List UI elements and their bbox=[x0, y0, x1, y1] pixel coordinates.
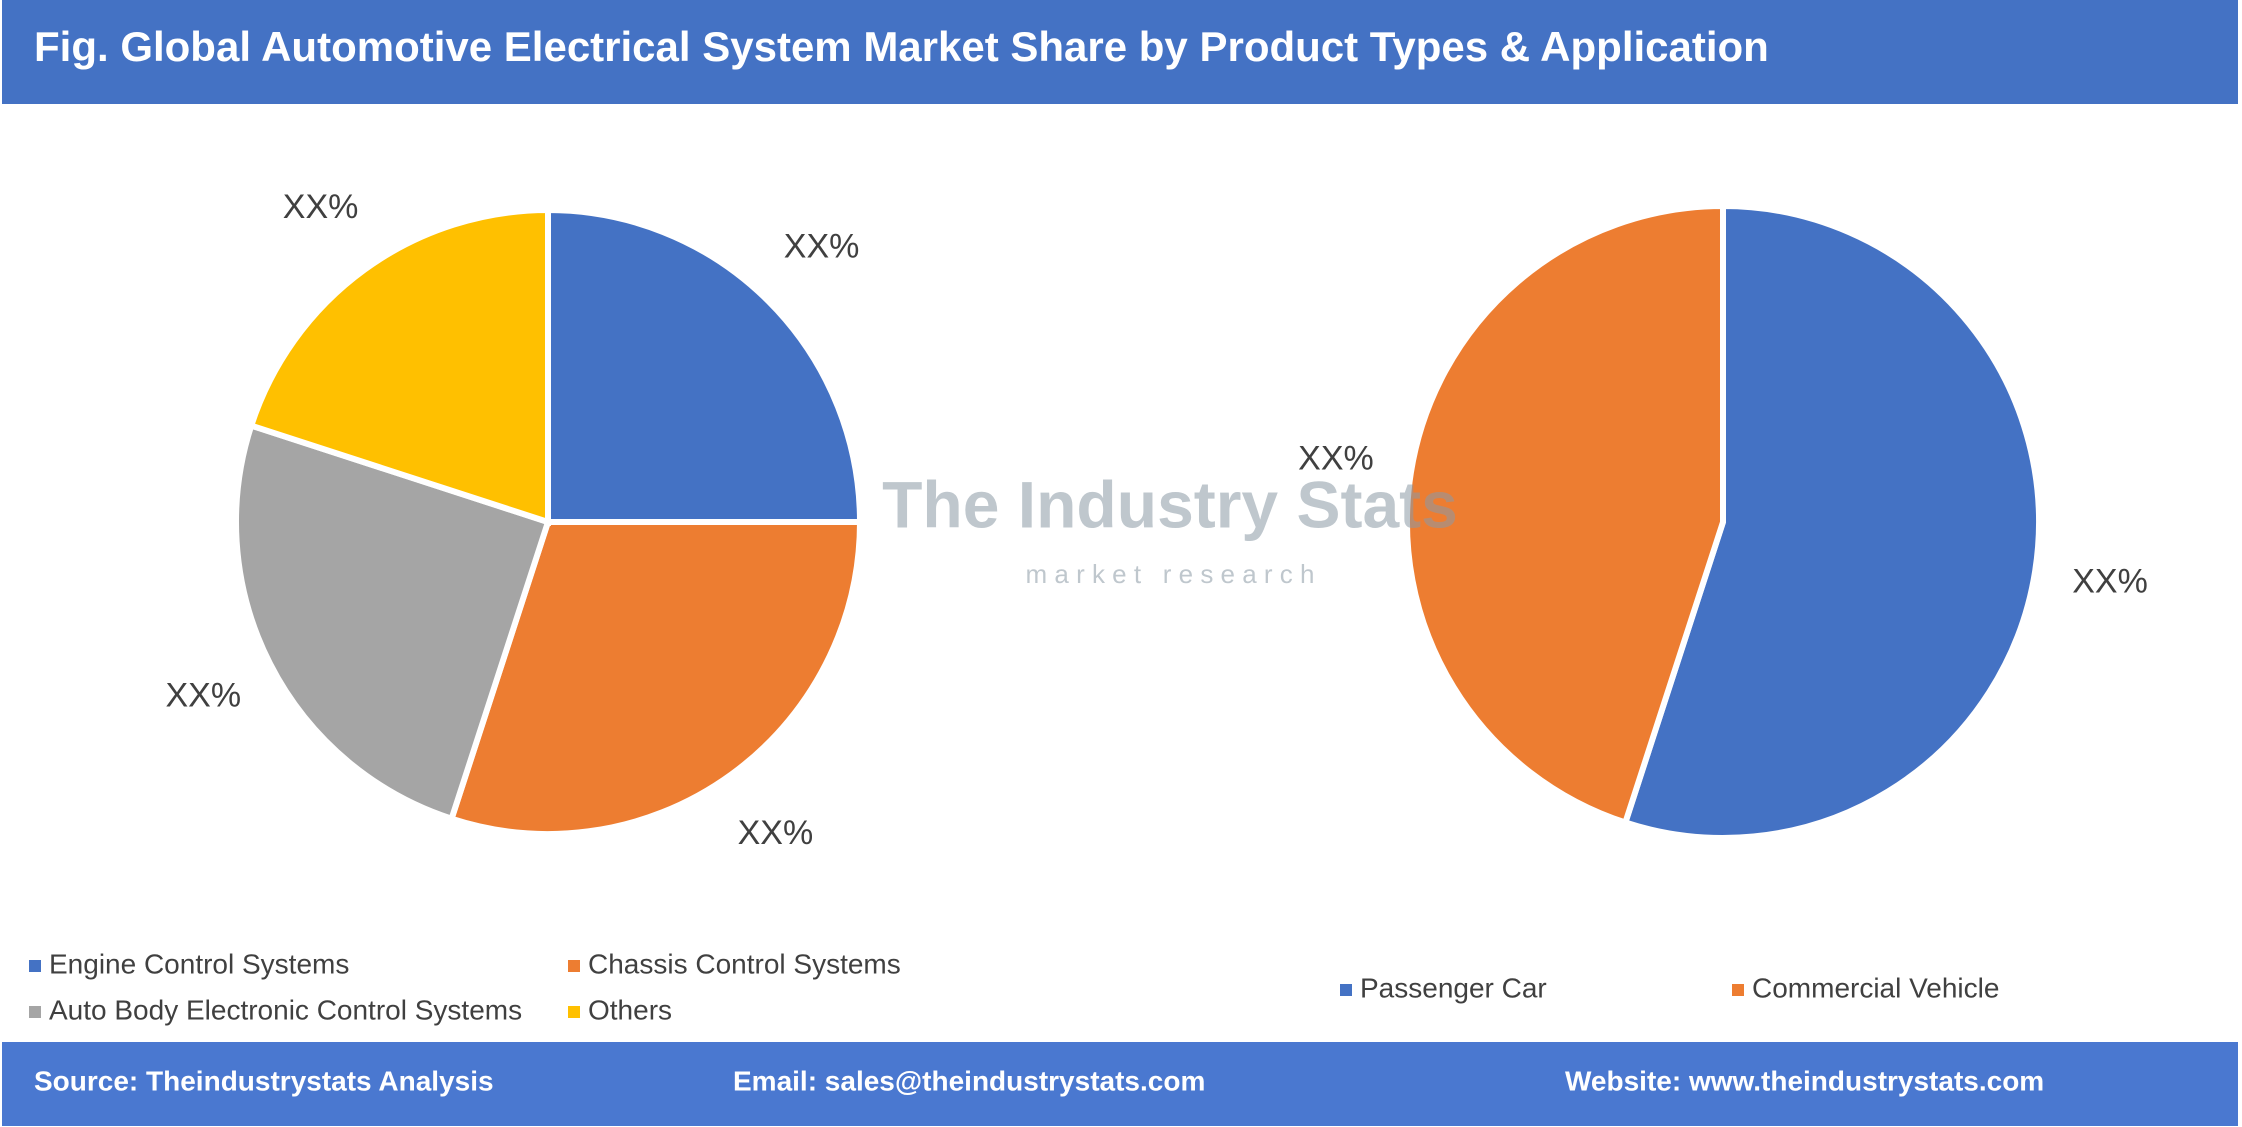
legend-swatch bbox=[568, 960, 580, 972]
legend-label: Passenger Car bbox=[1360, 972, 1547, 1003]
pie-slice bbox=[1404, 202, 1726, 827]
legend-label: Others bbox=[588, 994, 672, 1025]
pie-slice bbox=[233, 421, 552, 823]
legend-label: Auto Body Electronic Control Systems bbox=[49, 994, 522, 1025]
footer-source: Source: Theindustrystats Analysis bbox=[34, 1065, 494, 1096]
data-label: XX% bbox=[165, 677, 241, 715]
pie-slice bbox=[247, 206, 551, 527]
pie-slice bbox=[545, 206, 864, 525]
watermark-name: The Industry Stats bbox=[882, 467, 1458, 541]
data-label: XX% bbox=[1298, 440, 1374, 478]
legend-label: Commercial Vehicle bbox=[1752, 972, 1999, 1003]
footer-website: Website: www.theindustrystats.com bbox=[1565, 1065, 2044, 1096]
footer-band bbox=[2, 1042, 2238, 1126]
legend-label: Chassis Control Systems bbox=[588, 948, 901, 979]
pie-slice bbox=[447, 519, 864, 837]
pie-slice bbox=[1621, 202, 2042, 841]
watermark-tagline: m a r k e t r e s e a r c h bbox=[1026, 559, 1315, 589]
legend-swatch bbox=[1732, 984, 1744, 996]
legend-swatch bbox=[1340, 984, 1352, 996]
data-label: XX% bbox=[2072, 562, 2148, 600]
data-label: XX% bbox=[738, 814, 814, 852]
legend-swatch bbox=[29, 1006, 41, 1018]
data-label: XX% bbox=[784, 227, 860, 265]
data-label: XX% bbox=[283, 188, 359, 226]
page-title: Fig. Global Automotive Electrical System… bbox=[34, 23, 1769, 70]
legend-label: Engine Control Systems bbox=[49, 948, 349, 979]
header-band bbox=[2, 0, 2238, 104]
footer-email: Email: sales@theindustrystats.com bbox=[733, 1065, 1205, 1096]
legend-swatch bbox=[29, 960, 41, 972]
charts: XX% Engine Control Systems XX% Chassis Cont… bbox=[29, 188, 2148, 1025]
legend-swatch bbox=[568, 1006, 580, 1018]
